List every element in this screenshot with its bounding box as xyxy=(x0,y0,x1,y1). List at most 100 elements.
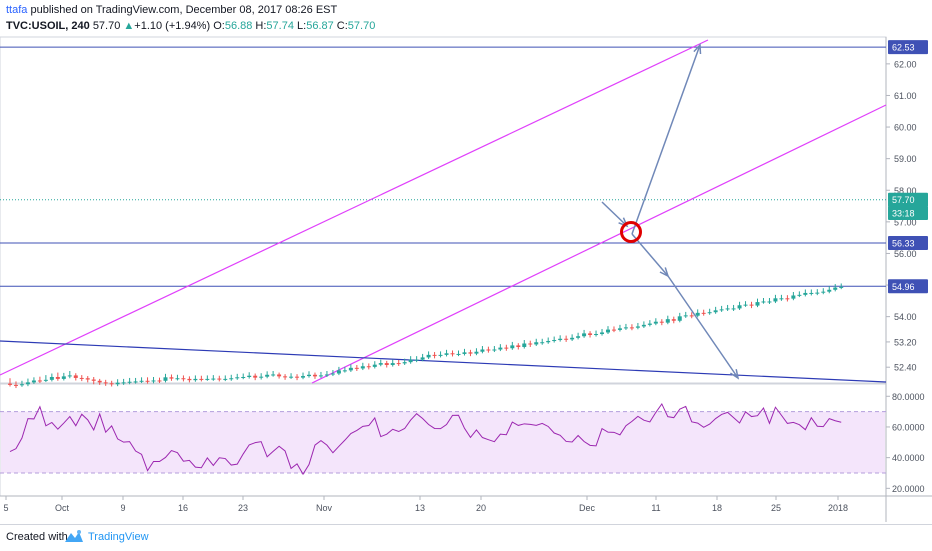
candle-body xyxy=(414,359,419,361)
candle-body xyxy=(283,376,288,378)
price-label-text: 33:18 xyxy=(892,209,915,219)
change-value: +1.10 (+1.94%) xyxy=(134,20,211,32)
rsi-tick-label: 60.0000 xyxy=(892,422,925,432)
price-axis-label: 56.33 xyxy=(888,236,928,251)
price-tick-label: 56.00 xyxy=(894,249,917,259)
candle-body xyxy=(205,378,210,380)
candle-body xyxy=(390,363,395,365)
projection-arrow-down-head xyxy=(730,369,740,380)
candle-body xyxy=(773,298,778,302)
price-label-box xyxy=(888,40,928,55)
open-label: O: xyxy=(213,20,225,32)
candle-body xyxy=(755,302,760,306)
descending-trend-line xyxy=(0,340,887,383)
candle-body xyxy=(157,380,162,382)
candle-body xyxy=(199,378,204,380)
candle-body xyxy=(73,375,78,378)
candle-body xyxy=(641,324,646,327)
price-chart[interactable]: 62.0061.0060.0059.0058.0057.0056.0055.00… xyxy=(0,0,932,524)
candle-body xyxy=(223,378,228,380)
channel-upper-line xyxy=(0,39,709,376)
candle-body xyxy=(725,308,730,310)
annotations[interactable] xyxy=(601,43,740,380)
candle-body xyxy=(121,382,126,384)
time-tick-label: 16 xyxy=(178,503,188,513)
candle-body xyxy=(163,377,168,381)
candle-body xyxy=(564,338,569,340)
rsi-band-fill xyxy=(1,411,885,473)
time-tick-label: Oct xyxy=(55,503,70,513)
candle-body xyxy=(97,380,102,383)
candle-body xyxy=(839,286,844,288)
candle-body xyxy=(474,351,479,354)
candle-body xyxy=(552,340,557,342)
candle-body xyxy=(462,352,467,354)
candle-body xyxy=(181,378,186,380)
candle-body xyxy=(426,354,431,358)
candle-body xyxy=(683,315,688,317)
candle-body xyxy=(707,312,712,314)
candle-body xyxy=(420,357,425,360)
candle-body xyxy=(743,304,748,306)
time-tick-label: Nov xyxy=(316,503,333,513)
candle-body xyxy=(187,378,192,381)
time-tick-label: 25 xyxy=(771,503,781,513)
candle-body xyxy=(67,375,72,377)
candle-body xyxy=(109,383,114,385)
projection-arrow-in-head xyxy=(618,217,629,228)
candle-body xyxy=(330,373,335,375)
candle-body xyxy=(456,353,461,355)
candle-body xyxy=(318,375,323,377)
projection-arrow-in xyxy=(601,201,628,227)
candle-body xyxy=(600,332,605,335)
candle-body xyxy=(498,347,503,350)
time-tick-label: 2018 xyxy=(828,503,848,513)
price-pane-frame xyxy=(0,36,887,384)
candle-body xyxy=(432,354,437,356)
author-link[interactable]: ttafa xyxy=(6,4,28,16)
price-label-box xyxy=(888,206,928,221)
candle-body xyxy=(821,291,826,293)
rsi-line xyxy=(9,402,842,476)
candle-body xyxy=(797,294,802,296)
close-label: C: xyxy=(336,20,348,32)
candle-body xyxy=(582,333,587,337)
candle-body xyxy=(701,312,706,314)
candle-body xyxy=(623,327,628,329)
candle-body xyxy=(450,353,455,355)
symbol-label[interactable]: TVC:USOIL, 240 xyxy=(6,20,90,32)
candle-body xyxy=(85,378,90,380)
candle-body xyxy=(576,336,581,338)
candle-body xyxy=(342,370,347,372)
price-tick-label: 61.00 xyxy=(894,91,917,101)
candle-body xyxy=(617,328,622,330)
price-label-text: 62.53 xyxy=(892,43,915,53)
candle-body xyxy=(277,374,282,377)
price-label-box xyxy=(888,192,928,207)
candle-body xyxy=(217,378,222,380)
candle-body xyxy=(689,315,694,317)
candle-body xyxy=(378,363,383,365)
candle-body xyxy=(402,362,407,364)
candle-body xyxy=(761,301,766,303)
tradingview-link[interactable]: TradingView xyxy=(88,531,149,543)
candle-body xyxy=(594,334,599,336)
candle-body xyxy=(354,367,359,369)
candle-body xyxy=(139,380,144,382)
price-label-text: 54.96 xyxy=(892,282,915,292)
candle-body xyxy=(43,379,48,381)
candle-body xyxy=(253,375,258,378)
drawing-tools[interactable] xyxy=(0,39,887,384)
rsi-band xyxy=(0,411,886,474)
candle-body xyxy=(635,326,640,328)
candle-body xyxy=(803,292,808,295)
candle-body xyxy=(384,363,389,365)
candle-body xyxy=(791,295,796,299)
candle-body xyxy=(629,327,634,329)
candle-body xyxy=(301,376,306,378)
candle-body xyxy=(731,308,736,310)
candle-body xyxy=(79,377,84,379)
chart-grid xyxy=(0,36,932,522)
candle-body xyxy=(193,378,198,381)
close-value: 57.70 xyxy=(347,20,376,32)
